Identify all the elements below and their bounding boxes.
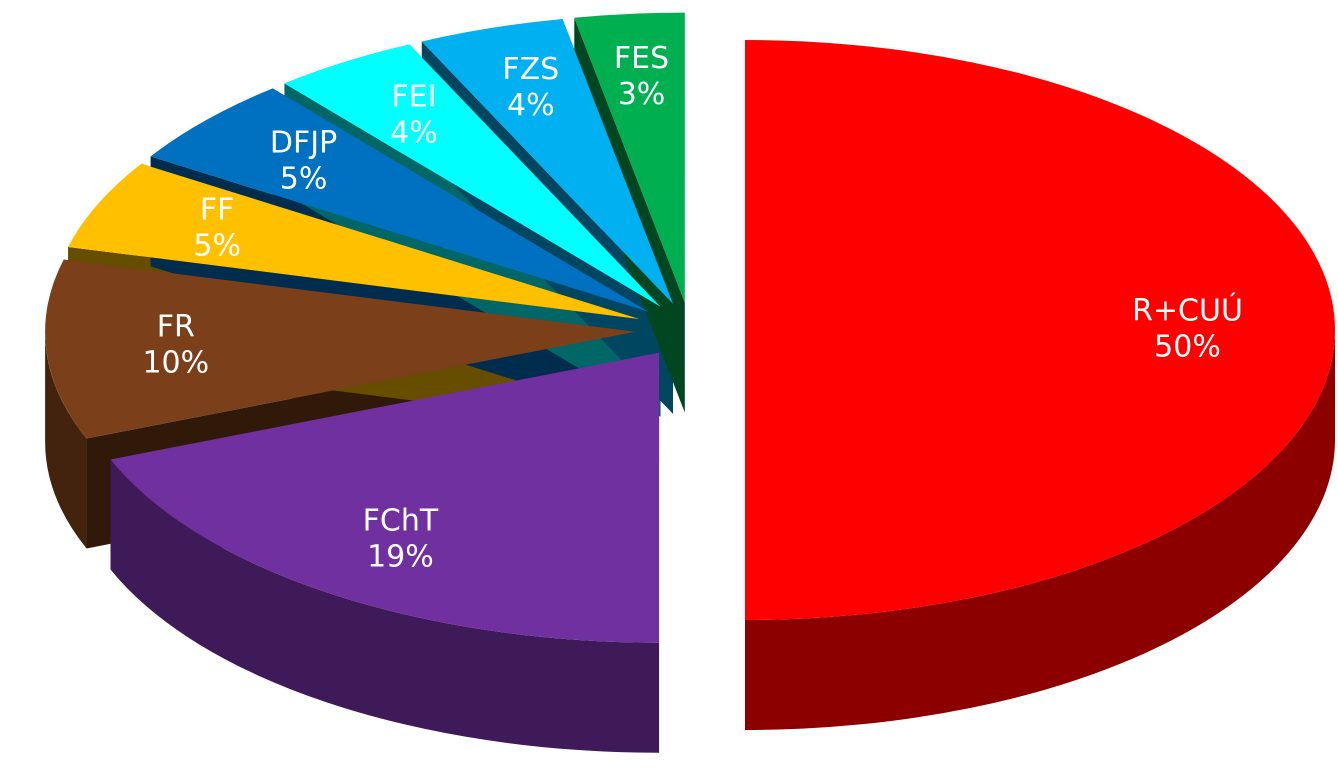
slice-category-label: FZS <box>502 52 559 87</box>
slice <box>284 44 661 307</box>
slice-value-label: 19% <box>367 539 434 574</box>
slice <box>110 352 660 643</box>
slice <box>45 259 636 439</box>
slice-value-label: 5% <box>193 229 241 264</box>
slice-category-label: FEI <box>391 79 436 114</box>
slice-tops <box>45 12 1335 643</box>
slice-category-label: FES <box>614 41 669 76</box>
slice-value-label: 5% <box>280 162 328 197</box>
slice-category-label: FF <box>200 193 235 228</box>
slice-value-label: 10% <box>142 345 209 380</box>
slice-value-label: 4% <box>390 115 438 150</box>
slice <box>574 12 685 303</box>
slice <box>421 18 674 304</box>
slice-value-label: 3% <box>618 77 666 112</box>
slice-outer-wall <box>110 459 660 753</box>
slice <box>68 163 640 320</box>
slice-category-label: FR <box>157 309 195 344</box>
slice-category-label: R+CUÚ <box>1132 292 1243 329</box>
slice-category-label: DFJP <box>270 126 337 161</box>
slice <box>150 88 649 312</box>
slice-category-label: FChT <box>363 503 439 538</box>
slice-value-label: 4% <box>507 88 555 123</box>
slice-outer-wall <box>45 331 87 549</box>
slice <box>745 40 1335 620</box>
slice-value-label: 50% <box>1154 330 1221 365</box>
slice-outer-wall <box>745 330 1335 730</box>
slice-labels: R+CUÚ50%FChT19%FR10%FF5%DFJP5%FEI4%FZS4%… <box>142 41 1242 574</box>
